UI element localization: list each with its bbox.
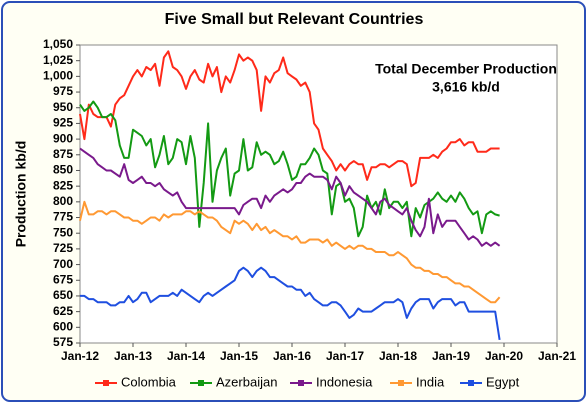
- y-tick-label: 975: [53, 84, 73, 98]
- chart-title: Five Small but Relevant Countries: [165, 11, 424, 28]
- x-tick-label: Jan-14: [167, 349, 205, 363]
- x-tick-label: Jan-16: [273, 349, 311, 363]
- y-tick-label: 800: [53, 194, 73, 208]
- legend-marker: [198, 380, 204, 386]
- y-tick-label: 825: [53, 178, 73, 192]
- y-tick-label: 1,025: [43, 53, 73, 67]
- legend-label: Indonesia: [316, 374, 373, 389]
- y-tick-label: 700: [53, 257, 73, 271]
- y-tick-label: 950: [53, 100, 73, 114]
- y-tick-label: 1,050: [43, 37, 73, 51]
- y-tick-label: 925: [53, 116, 73, 130]
- legend-label: Azerbaijan: [216, 374, 277, 389]
- legend-label: Colombia: [121, 374, 177, 389]
- y-tick-label: 1,000: [43, 69, 73, 83]
- x-tick-label: Jan-21: [538, 349, 576, 363]
- y-tick-label: 775: [53, 210, 73, 224]
- y-tick-label: 625: [53, 304, 73, 318]
- annotation: Total December Production: [375, 61, 557, 77]
- x-tick-label: Jan-15: [220, 349, 258, 363]
- legend-label: Egypt: [486, 374, 520, 389]
- series-line: [80, 266, 501, 341]
- x-tick-label: Jan-20: [485, 349, 523, 363]
- series-line: [79, 147, 501, 247]
- y-tick-label: 850: [53, 163, 73, 177]
- x-tick-label: Jan-18: [379, 349, 417, 363]
- x-tick-label: Jan-17: [326, 349, 364, 363]
- legend-marker: [398, 380, 404, 386]
- y-axis-label: Production kb/d: [13, 141, 29, 248]
- legend-label: India: [416, 374, 445, 389]
- annotation: 3,616 kb/d: [432, 79, 500, 95]
- legend-marker: [103, 380, 109, 386]
- legend-marker: [468, 380, 474, 386]
- legend-marker: [298, 380, 304, 386]
- y-tick-label: 750: [53, 225, 73, 239]
- y-tick-label: 900: [53, 131, 73, 145]
- y-tick-label: 725: [53, 241, 73, 255]
- x-tick-label: Jan-19: [432, 349, 470, 363]
- y-tick-label: 600: [53, 319, 73, 333]
- y-tick-label: 875: [53, 147, 73, 161]
- x-tick-label: Jan-13: [114, 349, 152, 363]
- series-line: [79, 50, 500, 188]
- x-tick-label: Jan-12: [61, 349, 99, 363]
- series-line: [79, 200, 501, 304]
- y-tick-label: 650: [53, 288, 73, 302]
- y-tick-label: 675: [53, 272, 73, 286]
- y-tick-label: 575: [53, 335, 73, 349]
